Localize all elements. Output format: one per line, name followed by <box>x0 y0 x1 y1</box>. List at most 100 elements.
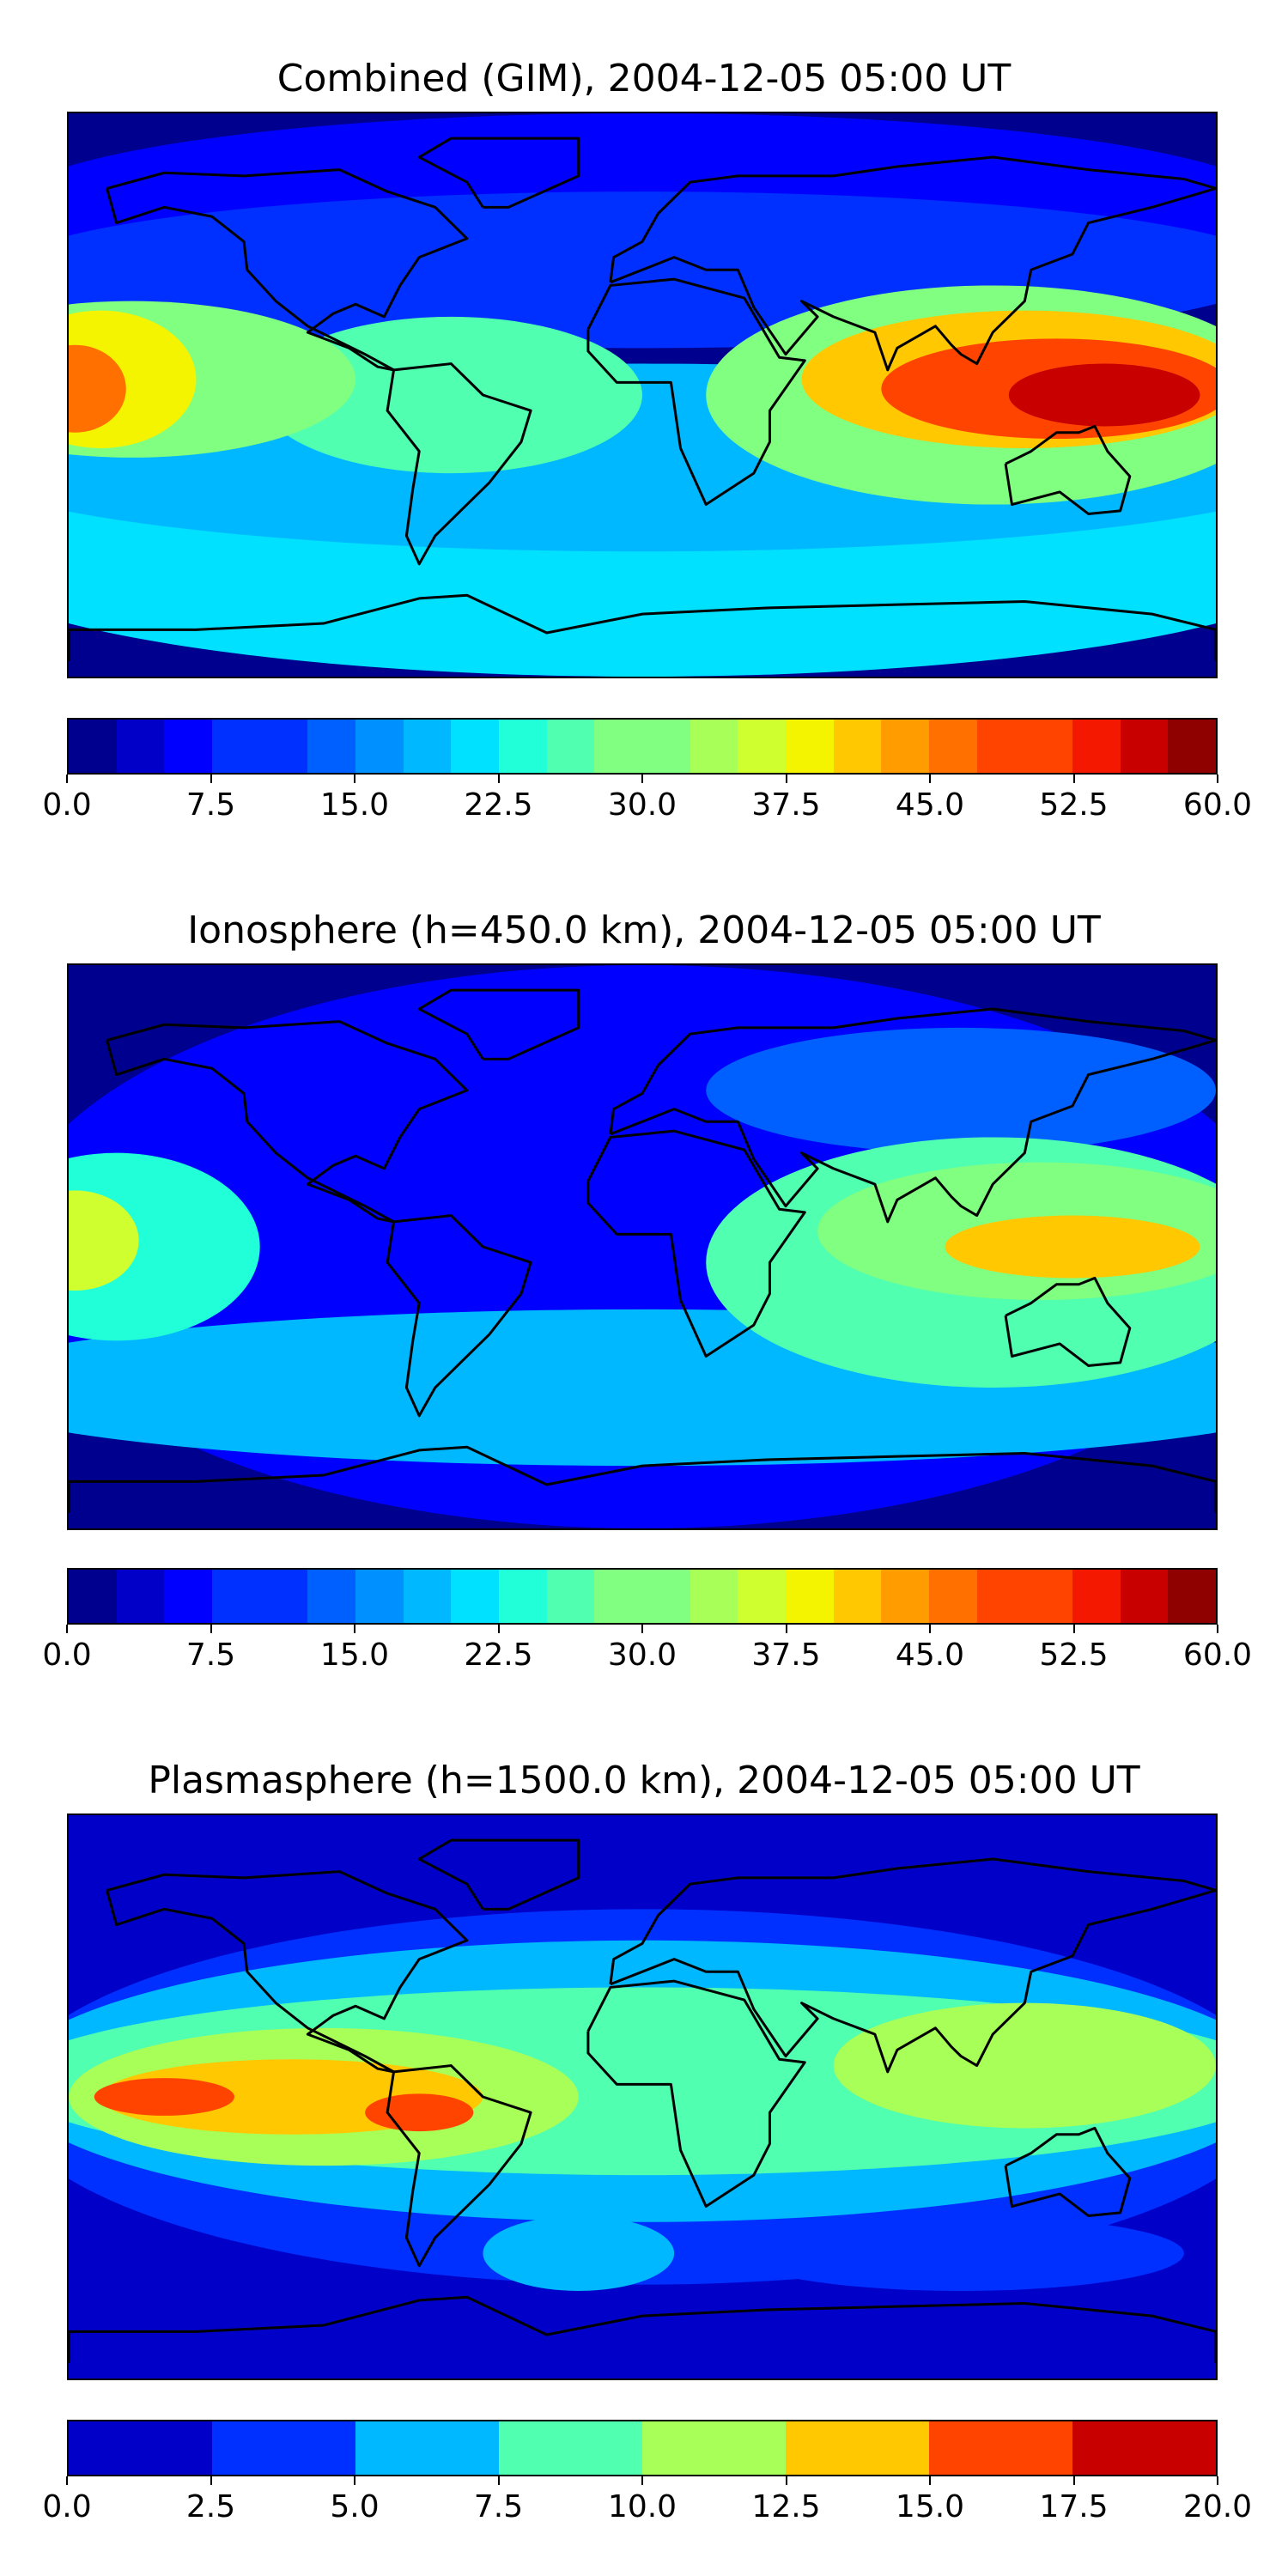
coastline <box>417 988 580 1060</box>
heatmap-contour-region <box>945 1215 1200 1279</box>
colorbar-tick <box>929 1625 931 1633</box>
heatmap-contour-region <box>483 2215 675 2291</box>
coastline <box>609 1007 1216 1224</box>
colorbar-tick <box>66 2476 68 2485</box>
colorbar-segment <box>259 1570 308 1623</box>
colorbar-ticks: 0.0 7.5 15.0 22.5 30.0 37.5 45.0 52.5 60.0 <box>42 1625 1252 1676</box>
colorbar-tick-label: 60.0 <box>1182 787 1253 823</box>
colorbar-tick <box>497 2476 500 2485</box>
coastline <box>69 593 1216 661</box>
colorbar-segment <box>307 1570 356 1623</box>
colorbar-tick <box>785 1625 787 1633</box>
colorbar-tick-label: 30.0 <box>607 1637 677 1673</box>
coastline <box>609 155 1216 372</box>
colorbar-segment <box>116 720 165 773</box>
colorbar-segment <box>690 1570 738 1623</box>
colorbar-tick <box>929 2476 931 2485</box>
heatmap-contour-region <box>94 2078 234 2116</box>
colorbar-segment <box>451 1570 500 1623</box>
colorbar-segment <box>355 2421 499 2475</box>
colorbar-tick-label: 15.0 <box>319 1637 390 1673</box>
heatmap-svg <box>69 1815 1216 2379</box>
colorbar-segment <box>786 720 834 773</box>
coastline <box>386 1214 532 1418</box>
colorbar-segment <box>929 2421 1072 2475</box>
colorbar-segment <box>976 720 1025 773</box>
coastline <box>417 137 580 209</box>
heatmap-contour-region <box>69 1190 139 1291</box>
colorbar <box>67 718 1218 775</box>
colorbar-segment <box>881 1570 930 1623</box>
heatmap-map <box>67 963 1218 1530</box>
colorbar-segment <box>1168 720 1217 773</box>
colorbar-segment <box>212 1570 260 1623</box>
heatmap-contour-region <box>365 2093 474 2132</box>
colorbar-tick <box>210 775 212 783</box>
colorbar-tick <box>210 2476 212 2485</box>
colorbar-ticks: 0.0 2.5 5.0 7.5 10.0 12.5 15.0 17.5 20.0 <box>42 2476 1252 2528</box>
colorbar-segment <box>546 1570 595 1623</box>
colorbar-tick <box>1072 2476 1075 2485</box>
colorbar-tick-label: 20.0 <box>1182 2489 1253 2524</box>
colorbar-segment <box>1072 720 1121 773</box>
colorbar-tick-label: 10.0 <box>607 2489 677 2524</box>
heatmap-contour-region <box>69 1152 260 1341</box>
colorbar-tick-label: 30.0 <box>607 787 677 823</box>
colorbar-segment <box>403 720 452 773</box>
coastline <box>106 1870 469 2074</box>
coastline <box>586 277 806 507</box>
coastline <box>69 1445 1216 1513</box>
coastline <box>417 1838 580 1911</box>
heatmap-contour-region <box>69 344 126 433</box>
colorbar-segment <box>929 1570 977 1623</box>
chart-title: Combined (GIM), 2004-12-05 05:00 UT <box>276 57 1012 100</box>
colorbar-tick-label: 5.0 <box>330 2489 380 2524</box>
colorbar-segment <box>451 720 500 773</box>
colorbar-segment <box>546 720 595 773</box>
heatmap-contour-region <box>738 2215 1184 2291</box>
colorbar-tick-label: 7.5 <box>473 2489 524 2524</box>
colorbar-tick <box>497 775 500 783</box>
colorbar-tick-label: 7.5 <box>185 1637 236 1673</box>
colorbar-tick-label: 60.0 <box>1182 1637 1253 1673</box>
colorbar-tick <box>641 2476 643 2485</box>
colorbar-tick-label: 15.0 <box>319 787 390 823</box>
colorbar-tick-label: 52.5 <box>1039 1637 1109 1673</box>
colorbar-tick <box>785 2476 787 2485</box>
colorbar-segment <box>976 1570 1025 1623</box>
coastline <box>586 1129 806 1358</box>
colorbar-segment <box>1120 1570 1169 1623</box>
heatmap-svg <box>69 113 1216 677</box>
colorbar-segment <box>1072 1570 1121 1623</box>
heatmap-contour-region <box>706 1027 1216 1153</box>
heatmap-map <box>67 112 1218 678</box>
coastline <box>1004 2126 1132 2217</box>
colorbar-segment <box>738 1570 787 1623</box>
colorbar-segment <box>642 2421 786 2475</box>
colorbar-segment <box>1168 1570 1217 1623</box>
colorbar-tick <box>1217 775 1218 783</box>
heatmap-map <box>67 1814 1218 2380</box>
coastline <box>1004 1276 1132 1367</box>
heatmap-contour-region <box>259 316 642 474</box>
colorbar-tick <box>785 775 787 783</box>
coastline <box>1004 424 1132 515</box>
coastline <box>586 1979 806 2208</box>
colorbar-tick <box>1072 775 1075 783</box>
colorbar-segment <box>594 1570 643 1623</box>
colorbar-segment <box>833 720 882 773</box>
heatmap-contour-region <box>833 2002 1216 2129</box>
colorbar-tick-label: 15.0 <box>895 2489 965 2524</box>
colorbar-segment <box>594 720 643 773</box>
coastline <box>609 1857 1216 2074</box>
colorbar-segment <box>499 2421 642 2475</box>
colorbar-segment <box>690 720 738 773</box>
colorbar-segment <box>164 1570 213 1623</box>
colorbar-tick <box>1072 1625 1075 1633</box>
colorbar-segment <box>69 1570 117 1623</box>
colorbar-tick-label: 12.5 <box>751 2489 821 2524</box>
colorbar-segment <box>881 720 930 773</box>
colorbar-segment <box>403 1570 452 1623</box>
colorbar-tick <box>641 775 643 783</box>
colorbar-tick <box>929 775 931 783</box>
